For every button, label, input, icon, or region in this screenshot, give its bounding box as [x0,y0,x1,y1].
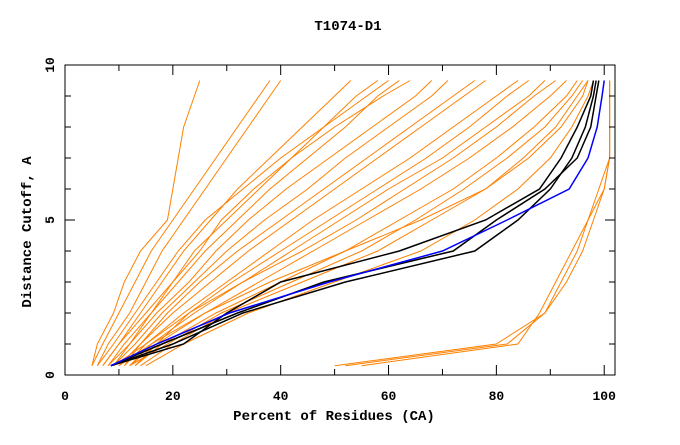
series-line-model-3 [102,80,352,366]
series-line-model-6 [118,80,486,367]
series-line-outlier-3 [345,80,611,367]
series-line-best-model [110,80,605,367]
series-line-model-17 [113,80,411,366]
chart-title: T1074-D1 [314,19,381,35]
x-tick-label: 80 [489,389,505,404]
series-line-model-12 [145,80,594,367]
series-line-model-19 [102,80,379,366]
series-line-model-18 [134,80,530,367]
series-line-model-2 [96,80,282,366]
x-tick-label: 0 [61,389,69,404]
x-tick-label: 20 [165,389,181,404]
series-line-outlier-1 [334,80,611,367]
series-line-model-21 [91,80,271,366]
series-line-model-4 [107,80,400,366]
series-line-model-14 [96,80,389,366]
series-group [91,80,611,367]
series-line-model-5 [113,80,449,367]
x-axis-label: Percent of Residues (CA) [233,409,435,425]
axis-ticks: 0 20 40 60 80 100 0 5 10 [43,57,616,404]
series-line-black-1 [110,80,595,367]
series-line-model-15 [107,80,433,367]
series-line-model-8 [129,80,546,367]
series-line-model-22 [113,80,556,367]
series-line-black-2 [110,80,597,367]
series-line-outlier-2 [361,80,611,367]
series-line-model-7 [123,80,519,367]
series-line-model-10 [134,80,578,367]
series-line-model-16 [123,80,476,366]
y-axis-label: Distance Cutoff, A [20,156,36,308]
series-line-model-1 [91,80,201,366]
x-tick-label: 60 [381,389,397,404]
series-line-model-11 [140,80,589,367]
x-tick-label: 40 [273,389,289,404]
y-tick-label: 0 [43,371,58,379]
series-line-model-13 [118,80,589,367]
series-line-black-3 [110,80,600,367]
x-tick-label: 100 [593,389,617,404]
y-tick-label: 5 [43,216,58,224]
series-line-model-9 [129,80,567,367]
y-tick-label: 10 [43,57,58,73]
